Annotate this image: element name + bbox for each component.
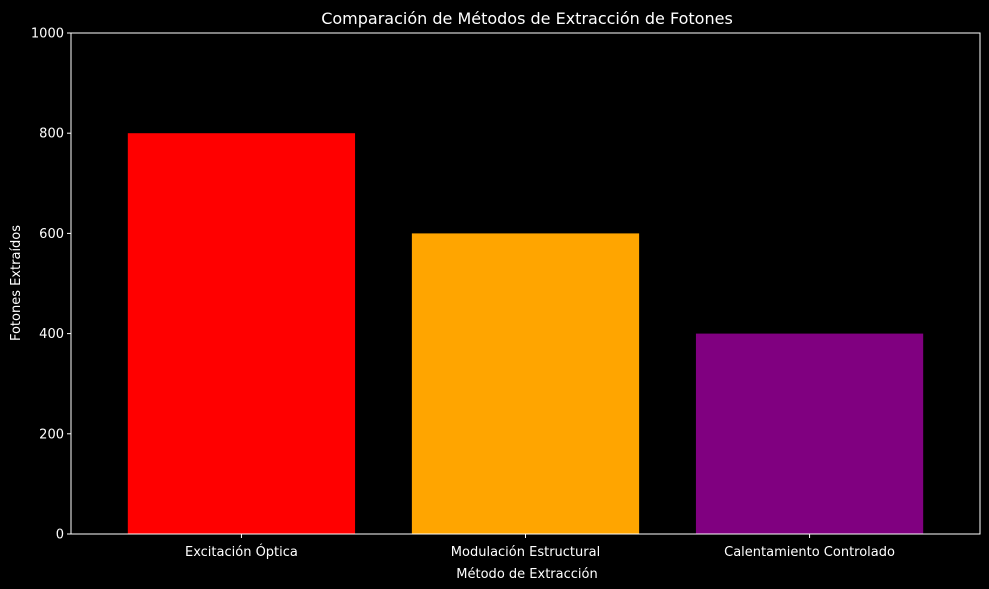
y-tick-label: 800 — [39, 127, 64, 142]
y-axis-label: Fotones Extraídos — [9, 225, 24, 341]
y-tick-label: 200 — [39, 427, 64, 442]
x-tick-label: Modulación Estructural — [451, 545, 600, 560]
bar-3 — [695, 333, 924, 534]
y-tick-label: 0 — [56, 528, 64, 543]
bar-1 — [127, 133, 356, 534]
y-tick-label: 1000 — [31, 27, 64, 42]
x-tick-label: Calentamiento Controlado — [724, 545, 895, 560]
y-axis-ticks: 0 200 400 600 800 1000 — [31, 27, 71, 543]
chart-title: Comparación de Métodos de Extracción de … — [321, 9, 733, 28]
y-tick-label: 600 — [39, 227, 64, 242]
x-axis-ticks: Excitación Óptica Modulación Estructural C… — [185, 534, 895, 560]
bars-group — [127, 133, 924, 534]
y-tick-label: 400 — [39, 327, 64, 342]
x-tick-label: Excitación Óptica — [185, 544, 298, 560]
x-axis-label: Método de Extracción — [456, 567, 597, 582]
bar-2 — [411, 233, 640, 534]
